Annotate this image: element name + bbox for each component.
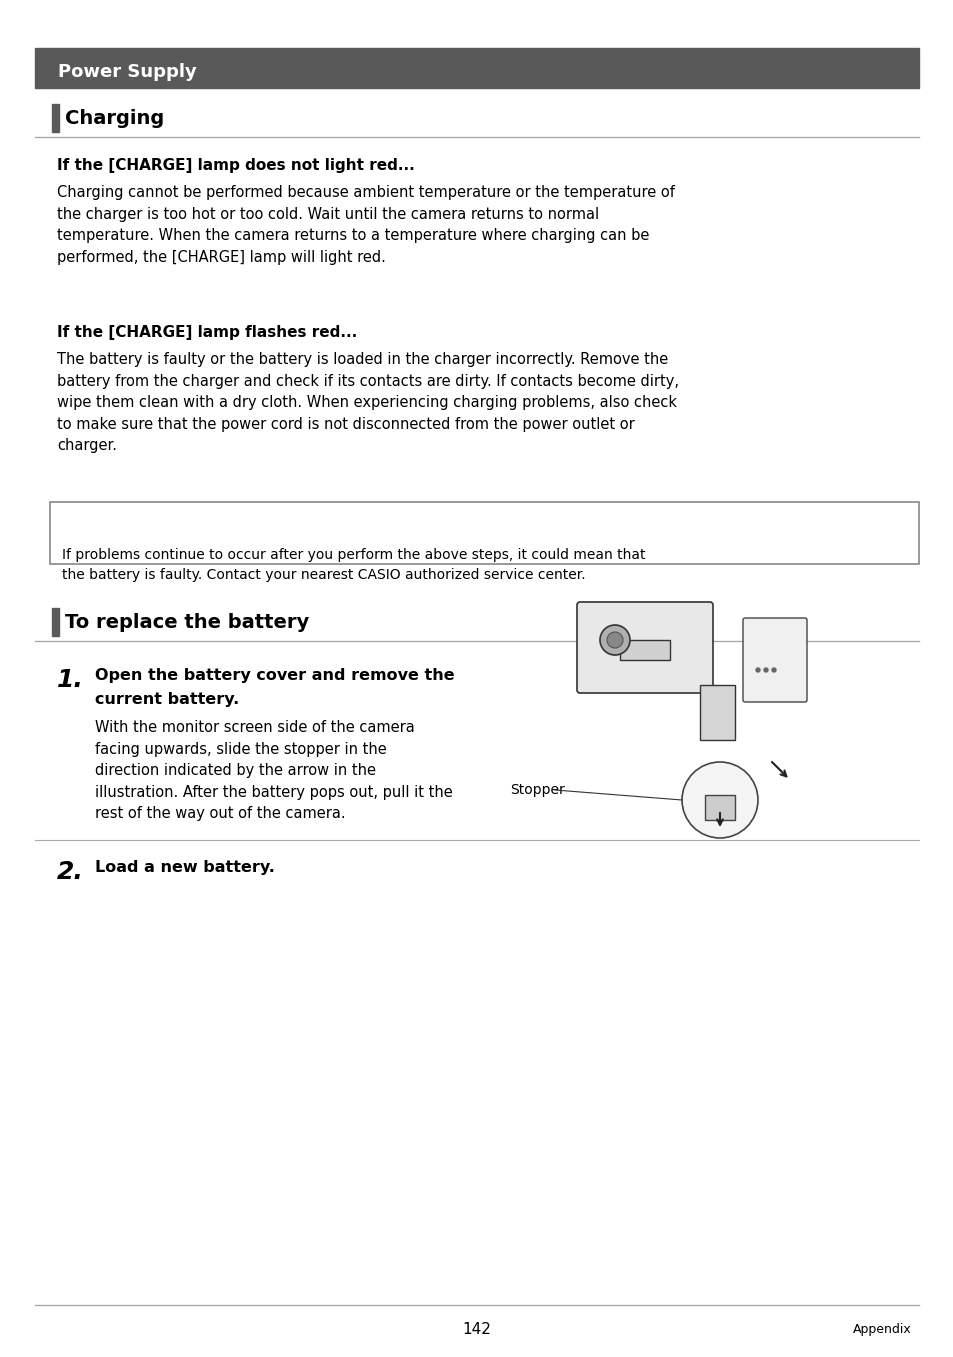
Text: 1.: 1. — [57, 668, 84, 692]
Bar — [35, 47, 918, 88]
Text: With the monitor screen side of the camera
facing upwards, slide the stopper in : With the monitor screen side of the came… — [95, 721, 453, 821]
Circle shape — [755, 668, 760, 672]
Bar — [704, 795, 734, 820]
Circle shape — [606, 632, 622, 649]
Circle shape — [771, 668, 775, 672]
Text: 2.: 2. — [57, 860, 84, 883]
Text: Charging: Charging — [65, 109, 164, 128]
Bar — [52, 608, 59, 636]
FancyBboxPatch shape — [577, 603, 712, 693]
Text: 142: 142 — [462, 1323, 491, 1338]
Text: Appendix: Appendix — [852, 1323, 911, 1337]
Bar — [700, 685, 734, 740]
Text: To replace the battery: To replace the battery — [65, 612, 309, 631]
Text: If the [CHARGE] lamp does not light red...: If the [CHARGE] lamp does not light red.… — [57, 157, 415, 172]
Text: current battery.: current battery. — [95, 692, 239, 707]
Bar — [619, 641, 669, 660]
Circle shape — [681, 763, 758, 839]
Bar — [52, 104, 59, 132]
Circle shape — [763, 668, 767, 672]
Text: Stopper: Stopper — [510, 783, 564, 797]
Text: If problems continue to occur after you perform the above steps, it could mean t: If problems continue to occur after you … — [62, 548, 645, 582]
Circle shape — [599, 626, 629, 655]
Text: Charging cannot be performed because ambient temperature or the temperature of
t: Charging cannot be performed because amb… — [57, 185, 674, 265]
Bar — [50, 502, 918, 565]
Text: Power Supply: Power Supply — [58, 62, 196, 81]
Text: The battery is faulty or the battery is loaded in the charger incorrectly. Remov: The battery is faulty or the battery is … — [57, 351, 679, 453]
Text: If the [CHARGE] lamp flashes red...: If the [CHARGE] lamp flashes red... — [57, 324, 356, 341]
Text: Load a new battery.: Load a new battery. — [95, 860, 274, 875]
FancyBboxPatch shape — [742, 617, 806, 702]
Text: Open the battery cover and remove the: Open the battery cover and remove the — [95, 668, 455, 683]
